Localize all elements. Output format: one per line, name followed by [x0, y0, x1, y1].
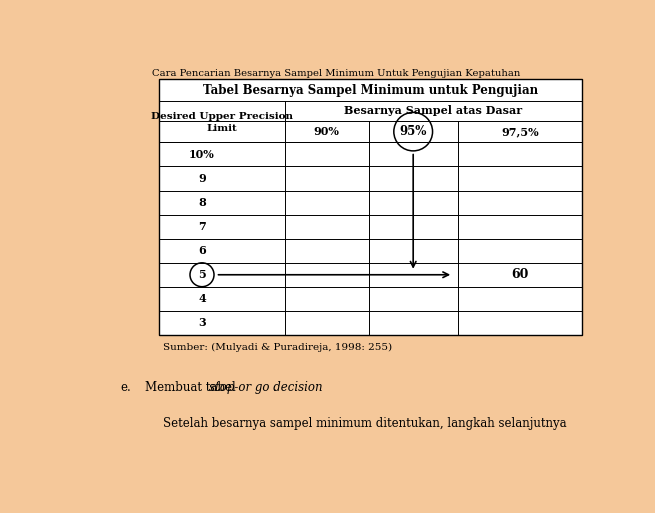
Text: 6: 6 [198, 245, 206, 256]
Text: 60: 60 [511, 268, 529, 281]
Text: e.: e. [121, 381, 132, 394]
Text: 7: 7 [198, 221, 206, 232]
Text: Desired Upper Precision: Desired Upper Precision [151, 112, 293, 121]
Text: Tabel Besarnya Sampel Minimum untuk Pengujian: Tabel Besarnya Sampel Minimum untuk Peng… [203, 84, 538, 96]
FancyBboxPatch shape [159, 80, 582, 335]
Text: 97,5%: 97,5% [501, 126, 538, 137]
Text: Cara Pencarian Besarnya Sampel Minimum Untuk Pengujian Kepatuhan: Cara Pencarian Besarnya Sampel Minimum U… [151, 69, 520, 78]
Text: 90%: 90% [314, 126, 340, 137]
Text: 9: 9 [198, 173, 206, 184]
Text: Limit: Limit [207, 124, 238, 133]
Text: Sumber: (Mulyadi & Puradireja, 1998: 255): Sumber: (Mulyadi & Puradireja, 1998: 255… [163, 343, 392, 352]
Text: Besarnya Sampel atas Dasar: Besarnya Sampel atas Dasar [345, 105, 523, 116]
Text: Membuat tabel: Membuat tabel [145, 381, 240, 394]
Text: Setelah besarnya sampel minimum ditentukan, langkah selanjutnya: Setelah besarnya sampel minimum ditentuk… [163, 417, 567, 429]
Text: 10%: 10% [189, 149, 215, 160]
Text: stop-or go decision: stop-or go decision [209, 381, 323, 394]
Text: 8: 8 [198, 197, 206, 208]
Text: 5: 5 [198, 269, 206, 280]
Text: 4: 4 [198, 293, 206, 304]
Text: .: . [273, 381, 277, 394]
Text: 95%: 95% [400, 125, 427, 138]
Text: 3: 3 [198, 318, 206, 328]
